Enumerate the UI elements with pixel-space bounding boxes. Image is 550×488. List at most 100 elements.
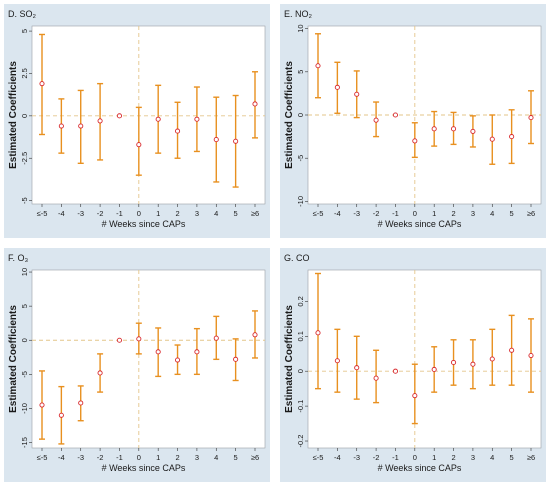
y-tick-label: 10 <box>296 24 305 32</box>
y-tick-label: 0 <box>296 369 305 373</box>
point-estimate-marker <box>252 101 258 107</box>
point-estimate-marker <box>136 336 142 342</box>
panel-title: G. CO <box>284 253 310 263</box>
point-estimate-marker <box>334 358 340 364</box>
x-tick-label: -3 <box>353 209 360 218</box>
point-estimate-marker <box>528 352 534 359</box>
x-tick-label: ≥6 <box>251 453 259 462</box>
x-tick-label: -3 <box>77 209 84 218</box>
point-estimate-marker <box>213 137 219 143</box>
x-axis-title: # Weeks since CAPs <box>102 463 186 473</box>
point-estimate-marker <box>174 128 181 134</box>
y-tick-label: -2.5 <box>20 152 29 165</box>
x-tick-label: 2 <box>451 453 455 462</box>
point-estimate-marker <box>252 332 258 338</box>
x-tick-label: 1 <box>432 209 436 218</box>
point-estimate-marker <box>489 136 495 142</box>
point-estimate-marker <box>58 123 64 129</box>
x-tick-label: ≤-5 <box>313 209 324 218</box>
x-tick-label: -1 <box>392 453 399 462</box>
point-estimate-marker <box>470 128 476 134</box>
y-tick-label: -5 <box>20 197 29 204</box>
point-estimate-marker <box>58 412 64 418</box>
point-estimate-marker <box>450 359 457 366</box>
x-tick-label: 4 <box>214 209 218 218</box>
point-estimate-marker <box>509 347 515 353</box>
x-tick-label: -2 <box>373 209 380 218</box>
point-estimate-marker <box>373 375 379 381</box>
x-tick-label: 2 <box>451 209 455 218</box>
point-estimate-marker <box>155 349 161 355</box>
x-tick-label: ≤-5 <box>37 209 48 218</box>
x-tick-label: 0 <box>137 453 141 462</box>
y-axis-title: Estimated Coefficients <box>284 305 295 413</box>
chart-panel-d: D. SO₂ -5 -2.5 0 2.5 5 ≤-5 -4 -3 -2 -1 0 1 2 3 4 5 ≥6 # We… <box>4 4 270 238</box>
x-tick-label: -2 <box>97 453 104 462</box>
point-estimate-marker <box>155 116 161 122</box>
point-estimate-marker <box>315 63 321 69</box>
x-axis-title: # Weeks since CAPs <box>102 219 186 229</box>
y-tick-label: 0.2 <box>296 296 305 306</box>
point-estimate-marker <box>194 116 200 122</box>
y-tick-label: 0 <box>20 114 29 118</box>
point-estimate-marker <box>450 126 457 132</box>
point-estimate-marker <box>194 349 200 355</box>
point-estimate-marker <box>354 365 360 371</box>
point-estimate-marker <box>315 330 321 336</box>
x-tick-label: -3 <box>77 453 84 462</box>
x-tick-label: 1 <box>432 453 436 462</box>
y-tick-label: -5 <box>20 371 29 378</box>
x-tick-label: -4 <box>58 209 65 218</box>
x-tick-label: 4 <box>490 453 494 462</box>
x-tick-label: -4 <box>334 453 341 462</box>
point-estimate-marker <box>233 138 239 144</box>
x-tick-label: ≥6 <box>527 209 535 218</box>
y-tick-label: -10 <box>20 403 29 414</box>
point-estimate-marker <box>392 368 399 374</box>
x-tick-label: 0 <box>413 453 417 462</box>
x-tick-label: -2 <box>373 453 380 462</box>
plot-area <box>31 269 266 449</box>
x-axis-title: # Weeks since CAPs <box>378 219 462 229</box>
x-tick-label: 5 <box>234 453 238 462</box>
x-tick-label: 2 <box>175 453 179 462</box>
point-estimate-marker <box>334 84 340 90</box>
x-tick-label: 1 <box>156 453 160 462</box>
x-tick-label: 0 <box>137 209 141 218</box>
y-tick-label: -5 <box>296 155 305 162</box>
x-tick-label: 5 <box>510 453 514 462</box>
point-estimate-marker <box>470 361 476 367</box>
plot-area <box>31 25 266 205</box>
y-axis-title: Estimated Coefficients <box>8 61 19 169</box>
y-axis-title: Estimated Coefficients <box>8 305 19 413</box>
y-tick-label: -0.1 <box>296 400 305 413</box>
y-tick-label: 0.1 <box>296 331 305 341</box>
point-estimate-marker <box>489 356 495 362</box>
point-estimate-marker <box>509 134 515 140</box>
x-tick-label: 0 <box>413 209 417 218</box>
point-estimate-marker <box>412 393 418 399</box>
y-tick-label: -10 <box>296 196 305 207</box>
chart-panel-g: G. CO -0.2 -0.1 0 0.1 0.2 ≤-5 -4 -3 -2 -1 0 1 2 3 4 5 ≥6 #… <box>280 248 546 482</box>
point-estimate-marker <box>174 357 181 363</box>
point-estimate-marker <box>392 112 399 118</box>
x-tick-label: ≥6 <box>527 453 535 462</box>
x-tick-label: 3 <box>471 453 475 462</box>
point-estimate-marker <box>39 402 45 408</box>
x-tick-label: 3 <box>471 209 475 218</box>
point-estimate-marker <box>373 117 379 123</box>
panel-title: D. SO₂ <box>8 9 37 19</box>
x-tick-label: -3 <box>353 453 360 462</box>
point-estimate-marker <box>354 91 360 97</box>
x-tick-label: -4 <box>58 453 65 462</box>
point-estimate-marker <box>528 115 534 121</box>
x-tick-label: -2 <box>97 209 104 218</box>
point-estimate-marker <box>213 335 219 341</box>
point-estimate-marker <box>39 81 45 87</box>
point-estimate-marker <box>78 123 84 129</box>
x-tick-label: -1 <box>116 209 123 218</box>
y-tick-label: 5 <box>20 29 29 33</box>
point-estimate-marker <box>136 142 142 148</box>
x-tick-label: -1 <box>392 209 399 218</box>
